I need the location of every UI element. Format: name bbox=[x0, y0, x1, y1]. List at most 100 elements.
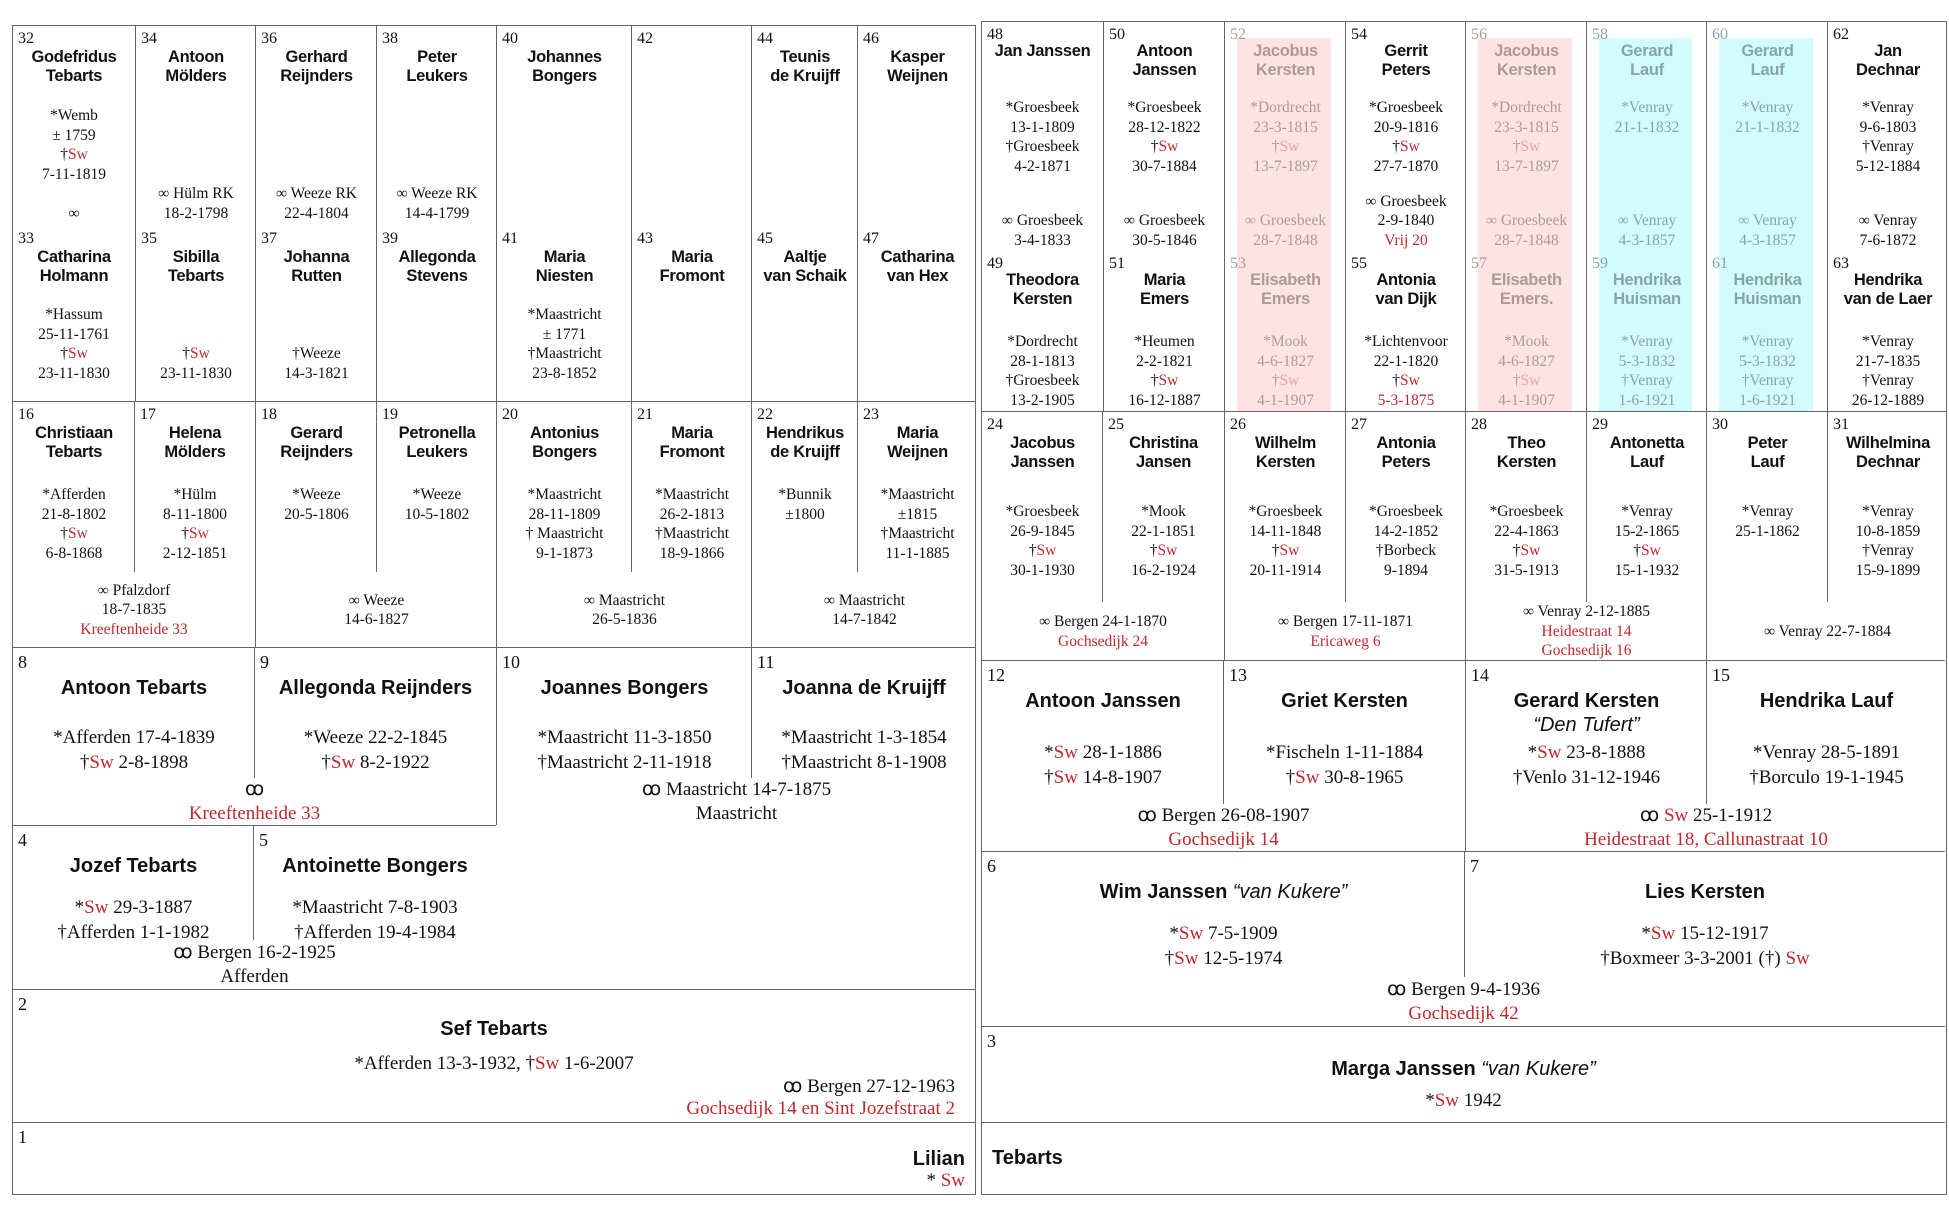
detail-line: 18-2-1798 bbox=[136, 204, 256, 224]
detail-line: 21-7-1835 bbox=[1828, 352, 1948, 372]
marriage-lines: ∞ bbox=[13, 146, 135, 223]
person-number: 49 bbox=[987, 255, 1003, 272]
detail-line: *Groesbeek bbox=[1346, 98, 1466, 118]
detail-line: 21-1-1832 bbox=[1587, 118, 1707, 138]
detail-line: *Afferden bbox=[13, 485, 135, 505]
person-38: 38 Peter Leukers bbox=[377, 26, 497, 226]
detail-line: * Sw bbox=[926, 1169, 965, 1194]
text-segment: 15-9-1899 bbox=[1855, 561, 1921, 579]
person-details: *Sw 7-5-1909 †Sw 12-5-1974 bbox=[982, 922, 1465, 971]
person-name: Teunis de Kruijff bbox=[752, 48, 858, 86]
name-line: Huisman bbox=[1733, 290, 1802, 308]
text-segment: 15-2-1865 bbox=[1614, 522, 1680, 540]
person-57: 57 Elisabeth Emers. *Mook 4-6-1827 †Sw 4-1-190… bbox=[1466, 251, 1587, 411]
detail-line: †Afferden 19-4-1984 bbox=[254, 921, 496, 946]
detail-line: †Sw bbox=[1466, 371, 1587, 391]
detail-line: *Heumen bbox=[1104, 332, 1225, 352]
name-line: Dechnar bbox=[1856, 453, 1920, 471]
person-details: *Venray 25-1-1862 bbox=[1707, 502, 1828, 541]
place-highlight: Sw bbox=[1279, 138, 1300, 155]
name-line: Emers bbox=[1261, 290, 1310, 308]
name-line: Stevens bbox=[406, 267, 468, 285]
detail-line: †Maastricht 8-1-1908 bbox=[752, 751, 976, 776]
place-highlight: Sw bbox=[1663, 804, 1689, 826]
place-highlight: Sw bbox=[940, 1170, 965, 1191]
detail-line: *Venray bbox=[1828, 332, 1948, 352]
text-segment: 14-11-1848 bbox=[1249, 522, 1322, 540]
text-segment: *Wemb bbox=[50, 107, 98, 124]
text-segment: †Venray bbox=[1862, 138, 1914, 155]
marriage-info: ∞ Weeze RK 22-4-1804 bbox=[256, 146, 377, 223]
detail-line: Gochsedijk 24 bbox=[982, 632, 1224, 652]
text-segment: 14-4-1799 bbox=[404, 204, 470, 222]
person-details: *Bunnik ±1800 bbox=[752, 485, 858, 524]
text-segment: 20-5-1806 bbox=[284, 505, 349, 523]
person-details: *Maastricht 1-3-1854 †Maastricht 8-1-1908 bbox=[752, 726, 976, 775]
name-line: Weijnen bbox=[887, 443, 948, 461]
name-line: Gerard bbox=[1620, 42, 1674, 60]
person-10: 10 Joannes Bongers *Maastricht 11-3-1850 †M… bbox=[497, 648, 752, 778]
marriage-lines: ∞ Venray 4-3-1857 bbox=[1707, 152, 1828, 250]
person-number: 63 bbox=[1833, 255, 1849, 272]
name-line: Jansen bbox=[1135, 453, 1192, 471]
detail-line: 4-2-1871 bbox=[982, 157, 1103, 177]
text-segment: 28-1-1813 bbox=[1010, 352, 1075, 370]
name-line: Bongers bbox=[532, 67, 597, 85]
person-number: 23 bbox=[863, 406, 879, 423]
person-number: 20 bbox=[502, 406, 518, 423]
person-40: 40 Johannes Bongers bbox=[497, 26, 632, 226]
detail-line: ∞ Hülm RK bbox=[136, 184, 256, 204]
text-segment: *Weeze 22-2-1845 bbox=[303, 727, 448, 748]
detail-line: †Sw bbox=[1346, 371, 1466, 391]
text-segment: 9-1-1873 bbox=[536, 544, 593, 562]
person-name: Maria Weijnen bbox=[858, 424, 977, 462]
person-25: 25 Christina Jansen *Mook 22-1-1851 †Sw 16-2-1… bbox=[1103, 412, 1224, 602]
marriage-info: ∞ Maastricht 26-5-1836 bbox=[497, 572, 752, 648]
name-line: Leukers bbox=[406, 67, 468, 85]
text-segment: 26-5-1836 bbox=[592, 611, 657, 628]
couple-divider bbox=[1464, 852, 1465, 977]
text-segment: *Venray bbox=[1621, 99, 1673, 116]
marriage-lines: ∞ Venray 2-12-1885 Heidestraat 14 Gochsedi… bbox=[1466, 602, 1707, 661]
detail-line: 28-1-1813 bbox=[982, 352, 1103, 372]
detail-line: †Venray bbox=[1828, 137, 1948, 157]
detail-line: †Sw bbox=[1466, 137, 1587, 157]
marriage-info: ∞ Weeze 14-6-1827 bbox=[256, 572, 497, 648]
place-highlight: Kreeftenheide 33 bbox=[80, 620, 188, 638]
person-46: 46 Kasper Weijnen bbox=[858, 26, 977, 226]
text-segment: † bbox=[1271, 542, 1280, 559]
detail-line: 31-5-1913 bbox=[1466, 561, 1587, 581]
name-line: Hendrika bbox=[1733, 271, 1802, 289]
person-62: 62 Jan Dechnar *Venray 9-6-1803 †Venray 5-12-1… bbox=[1828, 22, 1948, 251]
text-segment: 20-9-1816 bbox=[1373, 118, 1439, 136]
name-line: Emers bbox=[1140, 290, 1189, 308]
person-details: *Venray 9-6-1803 †Venray 5-12-1884 bbox=[1828, 98, 1948, 176]
person-name: Hendrika Huisman bbox=[1707, 271, 1828, 309]
person-name: Gerard Reijnders bbox=[256, 424, 377, 462]
person-name: Allegonda Stevens bbox=[377, 248, 497, 286]
detail-line: 23-3-1815 bbox=[1466, 118, 1587, 138]
detail-line: 13-7-1897 bbox=[1466, 157, 1587, 177]
person-name: Godefridus Tebarts bbox=[13, 48, 135, 86]
place-highlight: Vrij 20 bbox=[1384, 231, 1428, 249]
text-segment: 23-8-1888 bbox=[1561, 742, 1646, 763]
person-details: *Afferden 21-8-1802 †Sw 6-8-1868 bbox=[13, 485, 135, 563]
person-13: 13 Griet Kersten *Fischeln 1-11-1884 †Sw 30… bbox=[1224, 661, 1465, 804]
person-name: Hendrika Huisman bbox=[1587, 271, 1707, 309]
detail-line: *Bunnik bbox=[752, 485, 858, 505]
person-number: 43 bbox=[637, 230, 653, 247]
place-highlight: Sw bbox=[1399, 372, 1420, 389]
text-segment: 16-12-1887 bbox=[1128, 391, 1201, 409]
text-segment: 25-1-1912 bbox=[1688, 804, 1773, 826]
detail-line: *Venray bbox=[1828, 98, 1948, 118]
person-43: 43 Maria Fromont bbox=[632, 226, 752, 401]
detail-line: 9-6-1803 bbox=[1828, 118, 1948, 138]
detail-line: 30-7-1884 bbox=[1104, 157, 1225, 177]
detail-line: †Sw 14-8-1907 bbox=[982, 766, 1224, 791]
text-segment: *Maastricht bbox=[527, 306, 602, 323]
text-segment: 15-12-1917 bbox=[1675, 923, 1769, 944]
detail-line: †Sw bbox=[13, 524, 135, 544]
ancestor-column: 56 Jacobus Kersten *Dordrecht 23-3-1815 †Sw 13… bbox=[1465, 22, 1586, 411]
detail-line: †Maastricht 2-11-1918 bbox=[497, 751, 752, 776]
name-line: Kasper bbox=[890, 48, 945, 66]
